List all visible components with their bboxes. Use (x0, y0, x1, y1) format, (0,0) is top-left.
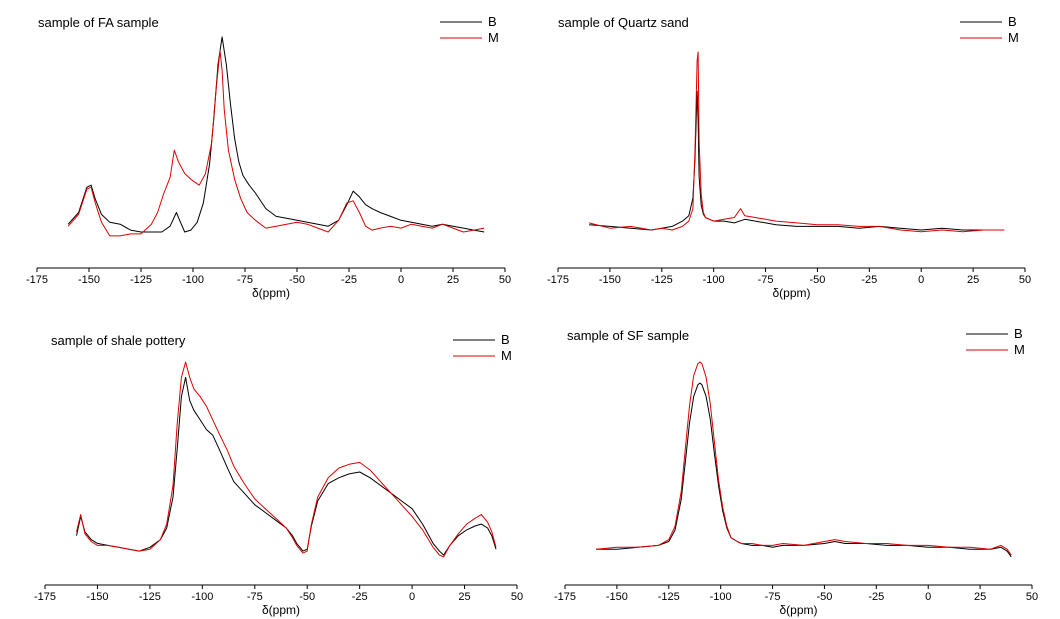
chart4-x-tick-label: 50 (1026, 591, 1038, 603)
chart4-x-tick-label: 25 (974, 591, 986, 603)
chart2-x-tick-label: 50 (1019, 274, 1031, 286)
chart3-x-tick-label: -125 (139, 591, 161, 603)
chart2-legend-label-b: B (1008, 14, 1017, 29)
chart1-x-tick-label: -100 (182, 274, 204, 286)
chart3-x-tick-label: -100 (191, 591, 213, 603)
chart1-legend-label-m: M (488, 30, 499, 45)
chart4-x-tick-label: -125 (658, 591, 680, 603)
chart4-x-tick-label: -25 (868, 591, 884, 603)
chart1-x-axis-label: δ(ppm) (252, 286, 290, 300)
chart2-x-tick-label: -25 (861, 274, 877, 286)
chart1-legend-label-b: B (488, 14, 497, 29)
chart1-title: sample of FA sample (38, 15, 159, 30)
chart4-series-b-line (596, 382, 1012, 558)
chart4-legend-label-b: B (1014, 326, 1023, 341)
chart2-x-tick-label: -100 (703, 274, 725, 286)
chart3-x-tick-label: -75 (247, 591, 263, 603)
chart2-title: sample of Quartz sand (558, 15, 689, 30)
chart2-x-tick-label: -75 (758, 274, 774, 286)
chart2-x-tick-label: -150 (599, 274, 621, 286)
chart4-x-tick-label: -100 (710, 591, 732, 603)
chart2-x-tick-label: -50 (809, 274, 825, 286)
chart4-x-tick-label: -75 (765, 591, 781, 603)
chart1-x-tick-label: -125 (130, 274, 152, 286)
chart3-series-b-line (76, 376, 497, 556)
chart1-series-b-line (67, 36, 485, 233)
chart1-x-tick-label: 50 (499, 274, 511, 286)
chart3-x-tick-label: 50 (511, 591, 523, 603)
chart1-x-tick-label: 25 (447, 274, 459, 286)
chart3-x-tick-label: -175 (34, 591, 56, 603)
chart1-x-tick-label: -150 (78, 274, 100, 286)
chart3-x-tick-label: -25 (352, 591, 368, 603)
chart4-x-axis-label: δ(ppm) (779, 603, 817, 617)
chart3-x-tick-label: -50 (299, 591, 315, 603)
chart4-x-tick-label: 0 (925, 591, 931, 603)
chart2-x-tick-label: -125 (651, 274, 673, 286)
chart4-x-tick-label: -150 (606, 591, 628, 603)
chart3-legend-label-b: B (501, 332, 510, 347)
chart3-x-axis-label: δ(ppm) (262, 603, 300, 617)
chart1-x-tick-label: -75 (237, 274, 253, 286)
chart3-x-tick-label: 25 (458, 591, 470, 603)
chart3-x-tick-label: 0 (409, 591, 415, 603)
chart1-series-m-line (67, 50, 485, 237)
chart2-series-b-line (589, 90, 1005, 231)
chart3-series-m-line (76, 361, 497, 558)
chart2-x-tick-label: 0 (918, 274, 924, 286)
chart4-x-tick-label: -50 (816, 591, 832, 603)
chart2-x-tick-label: -175 (547, 274, 569, 286)
chart2-x-tick-label: 25 (967, 274, 979, 286)
chart3-x-tick-label: -150 (86, 591, 108, 603)
chart2-legend-label-m: M (1008, 30, 1019, 45)
chart3-legend-label-m: M (501, 348, 512, 363)
chart1-x-tick-label: -25 (341, 274, 357, 286)
chart4-x-tick-label: -175 (554, 591, 576, 603)
chart4-title: sample of SF sample (567, 328, 689, 343)
chart4-series-m-line (596, 361, 1012, 556)
chart1-x-tick-label: 0 (398, 274, 404, 286)
chart3-title: sample of shale pottery (51, 333, 186, 348)
chart2-series-m-line (588, 51, 1005, 233)
chart2-x-axis-label: δ(ppm) (772, 286, 810, 300)
chart1-x-tick-label: -175 (26, 274, 48, 286)
chart1-x-tick-label: -50 (289, 274, 305, 286)
chart4-legend-label-m: M (1014, 342, 1025, 357)
